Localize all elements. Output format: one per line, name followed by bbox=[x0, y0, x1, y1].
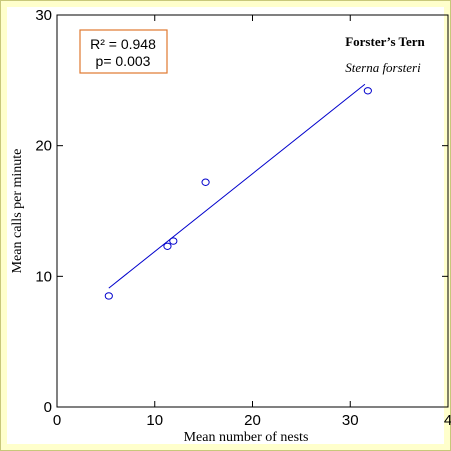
x-axis-title: Mean number of nests bbox=[184, 430, 309, 445]
data-point bbox=[363, 87, 372, 95]
data-point bbox=[163, 242, 172, 250]
data-point bbox=[169, 237, 178, 245]
data-points bbox=[104, 87, 372, 300]
x-tick-label: 4 bbox=[444, 412, 451, 429]
p-value-label: p= 0.003 bbox=[96, 53, 151, 69]
axis-ticks bbox=[56, 14, 449, 408]
y-tick-label: 30 bbox=[35, 7, 52, 24]
species-latin-name: Sterna forsteri bbox=[345, 60, 421, 75]
chart-panel bbox=[7, 7, 444, 444]
x-tick-label: 30 bbox=[342, 412, 359, 429]
data-point bbox=[201, 178, 210, 186]
x-tick-labels: 0 10 20 30 4 bbox=[53, 412, 451, 429]
r-squared-label: R² = 0.948 bbox=[90, 36, 156, 52]
data-point bbox=[104, 292, 113, 300]
x-tick-label: 0 bbox=[53, 412, 61, 429]
y-tick-labels: 0 10 20 30 bbox=[35, 7, 52, 416]
y-tick-label: 20 bbox=[35, 138, 52, 155]
x-tick-label: 20 bbox=[244, 412, 261, 429]
trend-line bbox=[108, 83, 366, 289]
y-axis-title: Mean calls per minute bbox=[10, 149, 25, 274]
x-tick-label: 10 bbox=[146, 412, 163, 429]
y-tick-label: 0 bbox=[44, 399, 52, 416]
stats-box bbox=[79, 29, 168, 74]
y-tick-label: 10 bbox=[35, 268, 52, 285]
species-common-name: Forster’s Tern bbox=[345, 34, 425, 49]
